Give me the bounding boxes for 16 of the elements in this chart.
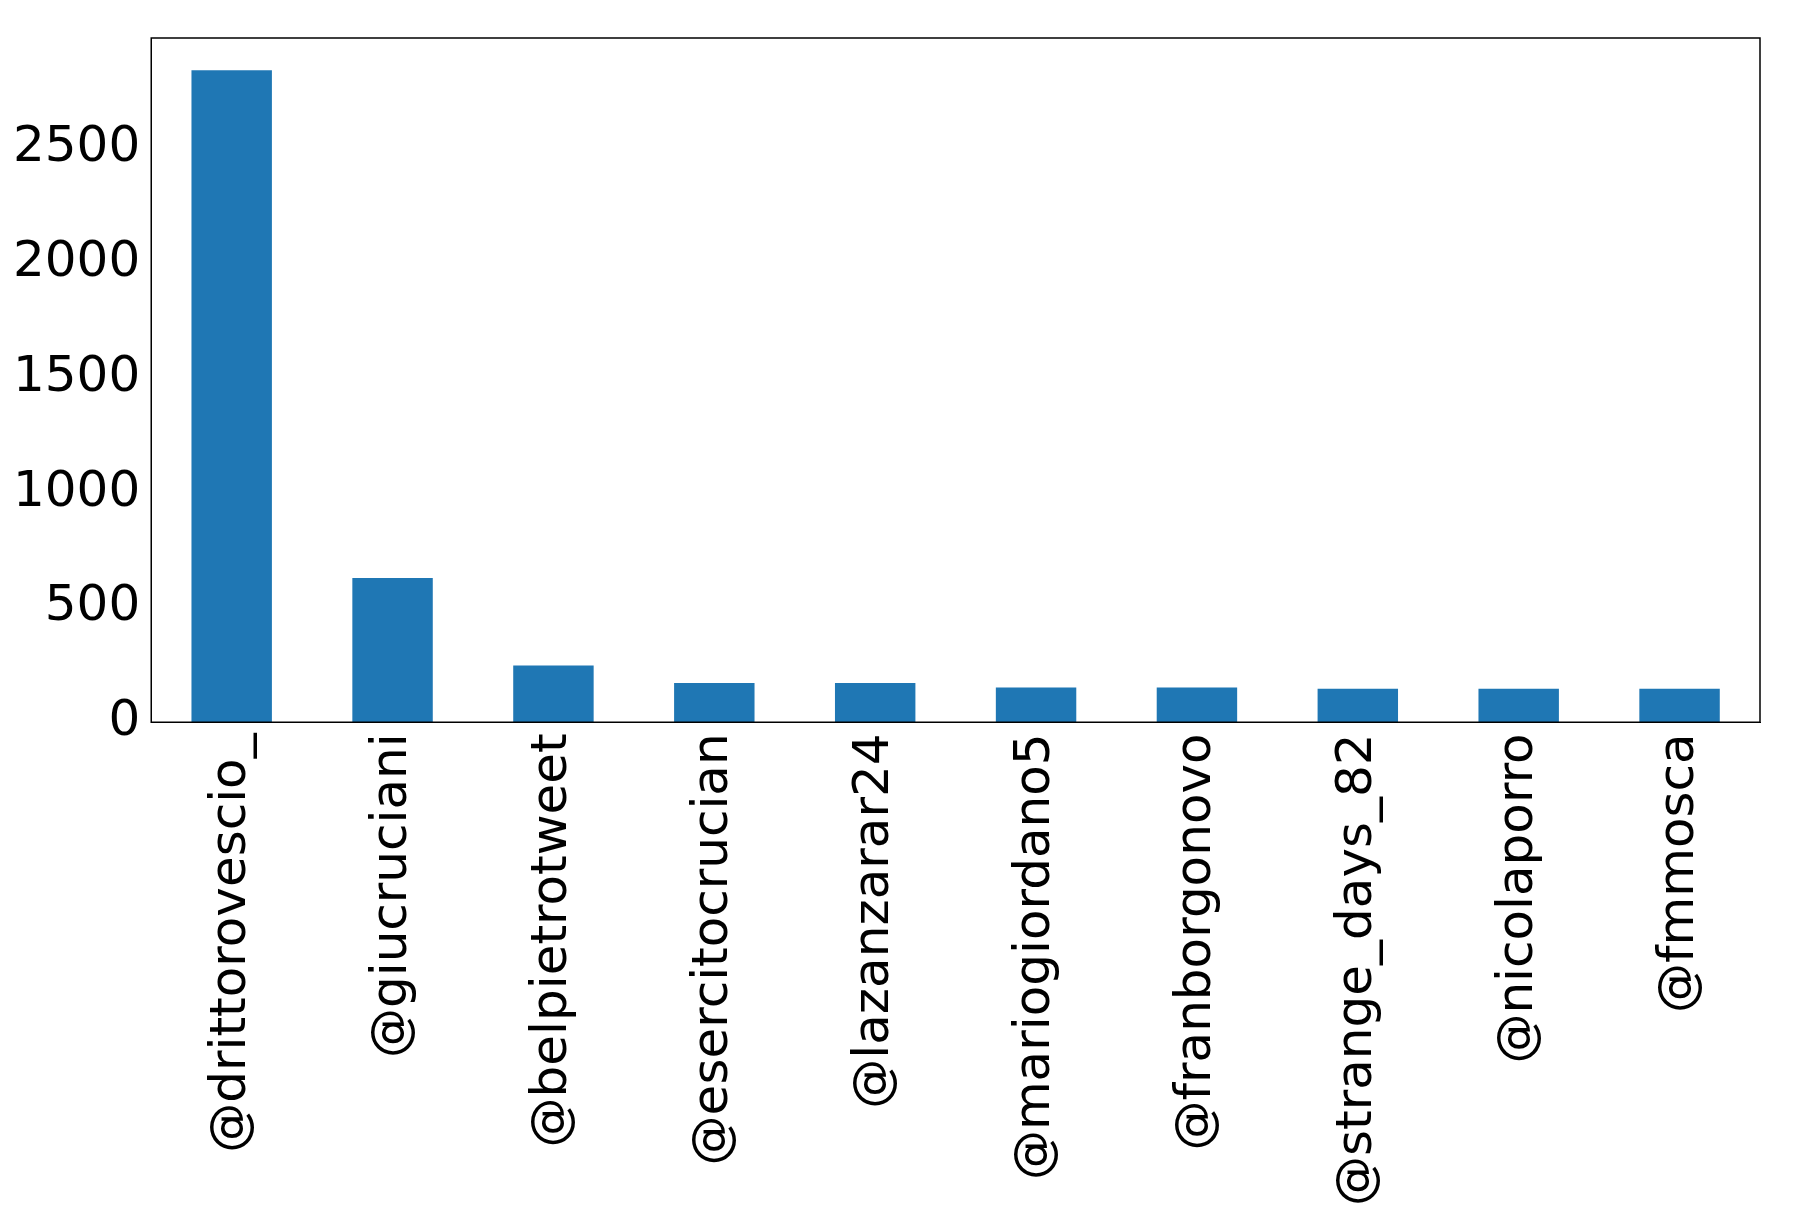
y-tick-label: 1500	[13, 344, 141, 403]
y-tick-label: 1000	[13, 459, 141, 518]
x-tick-label: @strange_days_82	[1324, 733, 1383, 1207]
x-tick-label: @drittorovescio_	[198, 732, 257, 1153]
x-tick-label: @fmmosca	[1646, 733, 1705, 1014]
x-tick-label: @giucruciani	[359, 733, 418, 1058]
x-tick-label: @mariogiordano5	[1003, 733, 1062, 1181]
y-tick-label: 0	[108, 689, 141, 748]
x-tick-label: @lazanzarar24	[842, 733, 901, 1109]
x-tick-label: @esercitocrucian	[681, 733, 740, 1166]
x-tick-label: @belpietrotweet	[520, 733, 579, 1148]
x-tick-label: @franborgonovo	[1163, 733, 1222, 1151]
y-tick-label: 500	[44, 574, 141, 633]
y-tick-label: 2000	[13, 230, 141, 289]
x-tick-label: @nicolaporro	[1485, 733, 1544, 1064]
y-tick-label: 2500	[13, 115, 141, 174]
